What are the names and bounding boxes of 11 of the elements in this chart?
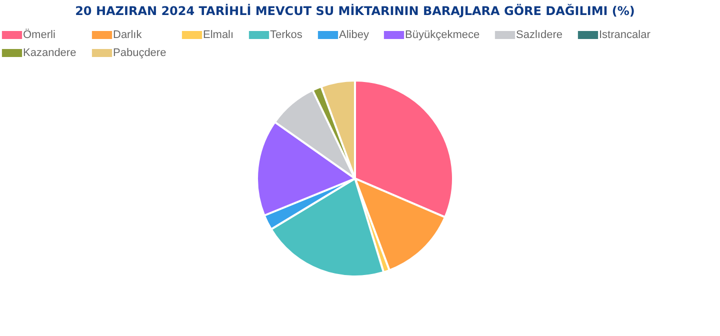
legend-label: Sazlıdere bbox=[516, 29, 562, 41]
legend-label: Ömerli bbox=[23, 28, 56, 41]
legend-label: Darlık bbox=[113, 29, 142, 41]
chart-title: 20 HAZIRAN 2024 TARİHLİ MEVCUT SU MİKTARININ BARAJLARA GÖRE DAĞILIMI (%) bbox=[75, 3, 635, 18]
legend-label: Istrancalar bbox=[599, 29, 651, 41]
legend-label: Terkos bbox=[270, 29, 303, 41]
legend-label: Büyükçekmece bbox=[405, 29, 480, 41]
legend-label: Alibey bbox=[339, 29, 370, 41]
legend-label: Pabuçdere bbox=[113, 47, 166, 59]
legend-label: Elmalı bbox=[203, 29, 234, 41]
legend-label: Kazandere bbox=[23, 47, 76, 59]
